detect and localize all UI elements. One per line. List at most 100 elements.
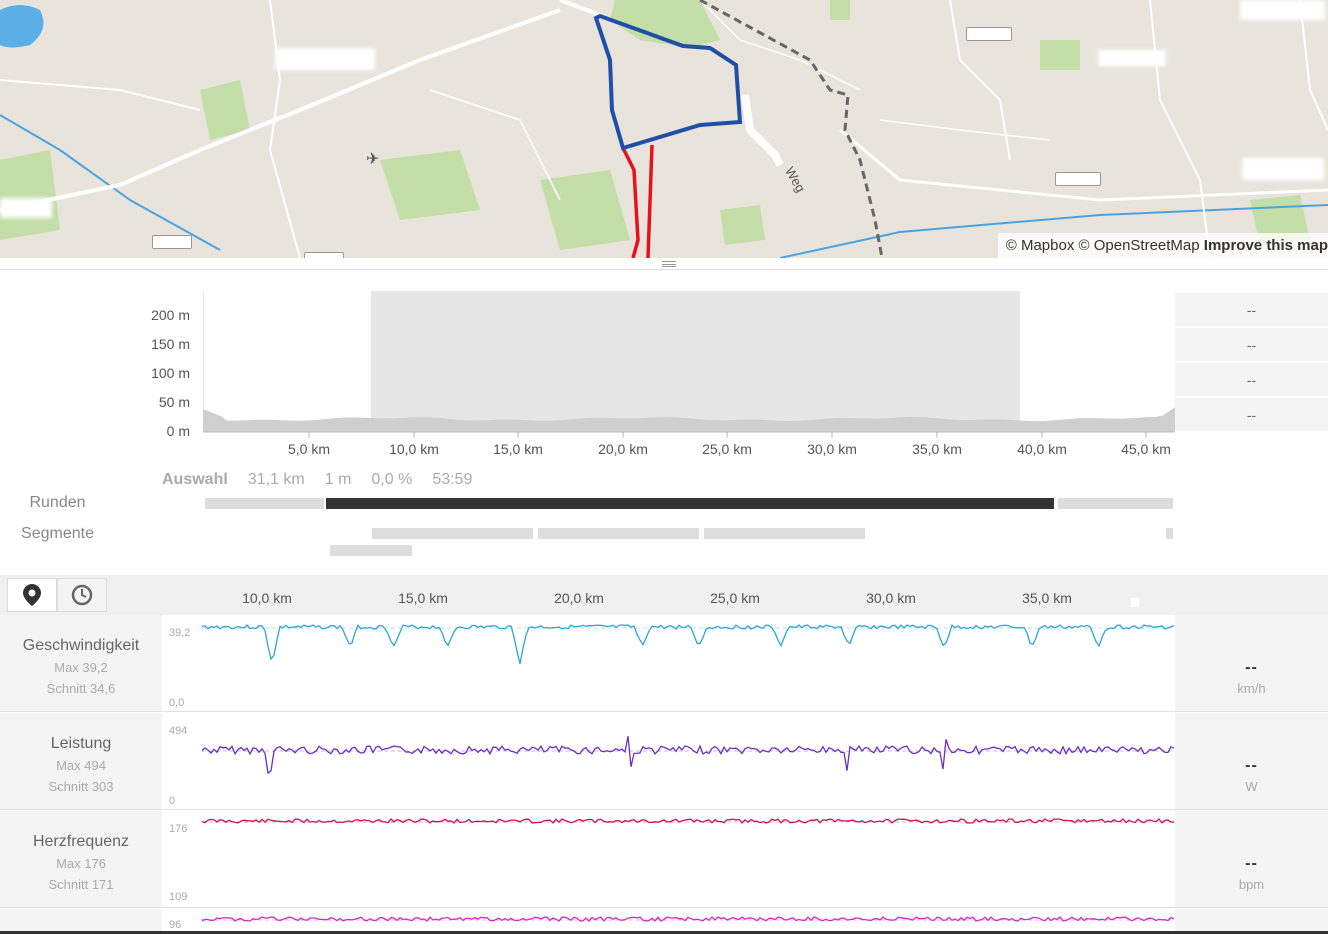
x-tick: 35,0 km	[912, 441, 962, 457]
elevation-panel: 200 m 150 m 100 m 50 m 0 m 5,0 km 10,0 k…	[0, 270, 1328, 575]
metric-label-panel[interactable]: Leistung Max 494 Schnitt 303	[0, 713, 162, 809]
segment-bar[interactable]	[330, 545, 412, 556]
selection-elevation: 1 m	[324, 471, 352, 488]
metric-unit: W	[1245, 779, 1258, 794]
distance-mode-button[interactable]	[7, 578, 57, 612]
elevation-stat: --	[1175, 398, 1328, 432]
metric-row-speed: Geschwindigkeit Max 39,2 Schnitt 34,6 39…	[0, 615, 1328, 712]
axis-max: 39,2	[169, 627, 191, 639]
x-tick: 35,0 km	[1022, 590, 1072, 606]
map-attribution: © Mapbox © OpenStreetMap Improve this ma…	[997, 233, 1328, 258]
heart-rate-chart[interactable]: 176 109	[162, 811, 1175, 907]
segments-label: Segmente	[21, 525, 94, 542]
segment-bar[interactable]	[538, 528, 699, 539]
metric-max: Max 494	[56, 758, 106, 773]
cadence-chart[interactable]: 96	[162, 909, 1175, 934]
time-mode-button[interactable]	[57, 578, 107, 612]
chart-toolbar: 10,0 km 15,0 km 20,0 km 25,0 km 30,0 km …	[0, 575, 1328, 615]
axis-max: 176	[169, 823, 188, 835]
x-tick: 15,0 km	[493, 441, 543, 457]
x-tick: 40,0 km	[1017, 441, 1067, 457]
elevation-stat: --	[1175, 328, 1328, 362]
clock-icon	[71, 584, 93, 606]
route-map[interactable]: ✈ Weg © Mapbox © OpenStreetMap Improve t…	[0, 0, 1328, 258]
selection-time: 53:59	[432, 471, 473, 488]
selection-grade: 0,0 %	[371, 471, 413, 488]
axis-max: 494	[169, 725, 188, 737]
axis-min: 109	[169, 891, 188, 903]
lap-bar-selected[interactable]	[326, 498, 1054, 509]
laps-label: Runden	[29, 494, 86, 511]
metric-value-panel	[1175, 909, 1328, 934]
segment-bar[interactable]	[1166, 528, 1173, 539]
drag-handle-icon[interactable]	[662, 261, 676, 267]
metric-trace	[202, 916, 1175, 922]
metric-avg: Schnitt 171	[48, 877, 114, 892]
metric-avg: Schnitt 303	[48, 779, 114, 794]
y-tick: 200 m	[151, 307, 190, 323]
y-tick: 0 m	[166, 423, 190, 439]
selection-summary: Auswahl 31,1 km 1 m 0,0 % 53:59	[162, 471, 472, 489]
segment-bar[interactable]	[704, 528, 865, 539]
x-tick: 10,0 km	[242, 590, 292, 606]
metric-row-cadence: 96	[0, 909, 1328, 934]
metric-unit: bpm	[1238, 877, 1265, 892]
y-tick: 150 m	[151, 336, 190, 352]
x-tick: 30,0 km	[866, 590, 916, 606]
metric-trace	[202, 623, 1175, 664]
axis-max: 96	[169, 919, 182, 931]
metric-label-panel[interactable]: Herzfrequenz Max 176 Schnitt 171	[0, 811, 162, 907]
elevation-stat: --	[1175, 363, 1328, 397]
segment-bar[interactable]	[372, 528, 533, 539]
selection-distance: 31,1 km	[247, 471, 305, 488]
attribution-text[interactable]: © Mapbox © OpenStreetMap	[1005, 237, 1200, 254]
y-tick: 100 m	[151, 365, 190, 381]
x-tick: 45,0 km	[1121, 441, 1171, 457]
map-marker-icon	[23, 584, 41, 606]
metric-value-panel: -- W	[1175, 713, 1328, 809]
metric-name: Geschwindigkeit	[22, 637, 140, 654]
x-tick: 10,0 km	[389, 441, 439, 457]
metric-trace	[202, 818, 1175, 824]
metric-max: Max 176	[56, 856, 106, 871]
metric-label-panel[interactable]	[0, 909, 162, 934]
metric-label-panel[interactable]: Geschwindigkeit Max 39,2 Schnitt 34,6	[0, 615, 162, 711]
metric-trace	[202, 736, 1175, 775]
metric-value: --	[1245, 659, 1258, 676]
elevation-chart[interactable]	[203, 291, 1175, 441]
heart-rate-line	[202, 818, 1175, 824]
x-tick: 25,0 km	[702, 441, 752, 457]
x-tick: 20,0 km	[554, 590, 604, 606]
metric-value: --	[1245, 855, 1258, 872]
axis-min: 0	[169, 795, 176, 807]
x-tick: 30,0 km	[807, 441, 857, 457]
metric-avg: Schnitt 34,6	[46, 681, 116, 696]
selection-highlight	[371, 291, 1020, 431]
lap-bar[interactable]	[1058, 498, 1173, 509]
svg-text:✈: ✈	[366, 149, 379, 168]
map-resize-bar[interactable]	[0, 258, 1328, 270]
metric-unit: km/h	[1237, 681, 1266, 696]
metric-value: --	[1245, 757, 1258, 774]
selection-label: Auswahl	[162, 471, 228, 488]
metric-value-panel: -- bpm	[1175, 811, 1328, 907]
map-tiles[interactable]: ✈	[0, 0, 1328, 258]
cadence-line	[202, 916, 1175, 922]
lap-bar[interactable]	[205, 498, 324, 509]
x-tick: 20,0 km	[598, 441, 648, 457]
metric-row-heart-rate: Herzfrequenz Max 176 Schnitt 171 176 109…	[0, 811, 1328, 908]
improve-map-link[interactable]: Improve this map	[1203, 237, 1328, 254]
metric-name: Leistung	[50, 735, 112, 752]
metric-row-power: Leistung Max 494 Schnitt 303 494 0 -- W	[0, 713, 1328, 810]
metric-max: Max 39,2	[54, 660, 108, 675]
axis-min: 0,0	[169, 697, 185, 709]
speed-line	[202, 623, 1175, 664]
x-tick: 25,0 km	[710, 590, 760, 606]
power-line	[202, 736, 1175, 775]
power-chart[interactable]: 494 0	[162, 713, 1175, 809]
speed-chart[interactable]: 39,2 0,0	[162, 615, 1175, 711]
map-green-areas	[0, 0, 1310, 250]
bottom-border	[0, 931, 1328, 934]
elevation-stat: --	[1175, 293, 1328, 327]
metric-name: Herzfrequenz	[32, 833, 130, 850]
